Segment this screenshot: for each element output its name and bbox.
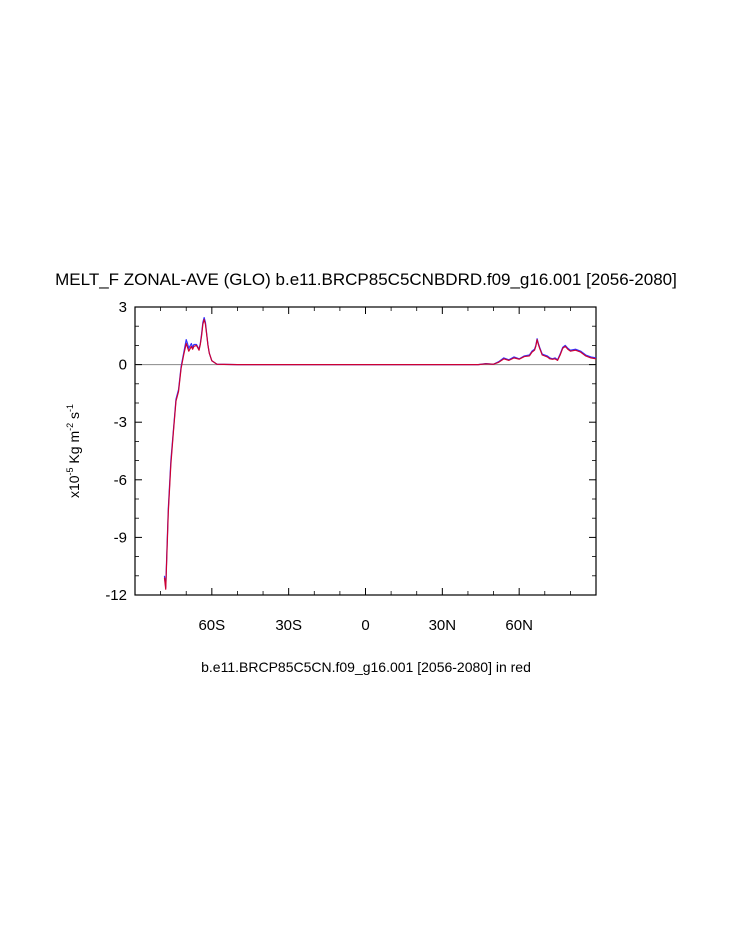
plot-area [134,306,597,596]
y-tick-label: -9 [114,529,127,546]
plot-frame [134,306,597,596]
chart-subtitle: b.e11.BRCP85C5CN.f09_g16.001 [2056-2080]… [201,659,531,675]
series-line-blue [163,316,597,588]
x-tick-labels: 60S 30S 0 30N 60N [198,617,532,634]
y-tick-label: -12 [105,587,127,604]
series-line-red [163,318,597,590]
y-tick-label: -6 [114,472,127,489]
x-tick-label: 60S [198,617,225,634]
chart-title: MELT_F ZONAL-AVE (GLO) b.e11.BRCP85C5CNB… [55,270,677,289]
y-label-exp1: -5 [65,467,75,475]
x-tick-label: 0 [361,617,369,634]
y-tick-label: 3 [119,299,127,316]
y-label-unit2: s [66,412,82,423]
y-axis-label: x10-5 Kg m-2 s-1 [65,404,82,498]
y-tick-label: 0 [119,357,127,374]
y-label-unit1: Kg m [66,431,82,468]
minor-ticks [135,307,596,595]
major-ticks [135,306,596,596]
y-label-prefix: x10 [66,475,82,498]
y-tick-label: -3 [114,414,127,431]
y-tick-labels: 3 0 -3 -6 -9 -12 [105,299,127,604]
x-tick-label: 30S [275,617,302,634]
y-label-exp2: -2 [65,423,75,431]
x-tick-label: 30N [429,617,457,634]
y-label-exp3: -1 [65,404,75,412]
series-lines [163,316,597,590]
x-tick-label: 60N [505,617,533,634]
